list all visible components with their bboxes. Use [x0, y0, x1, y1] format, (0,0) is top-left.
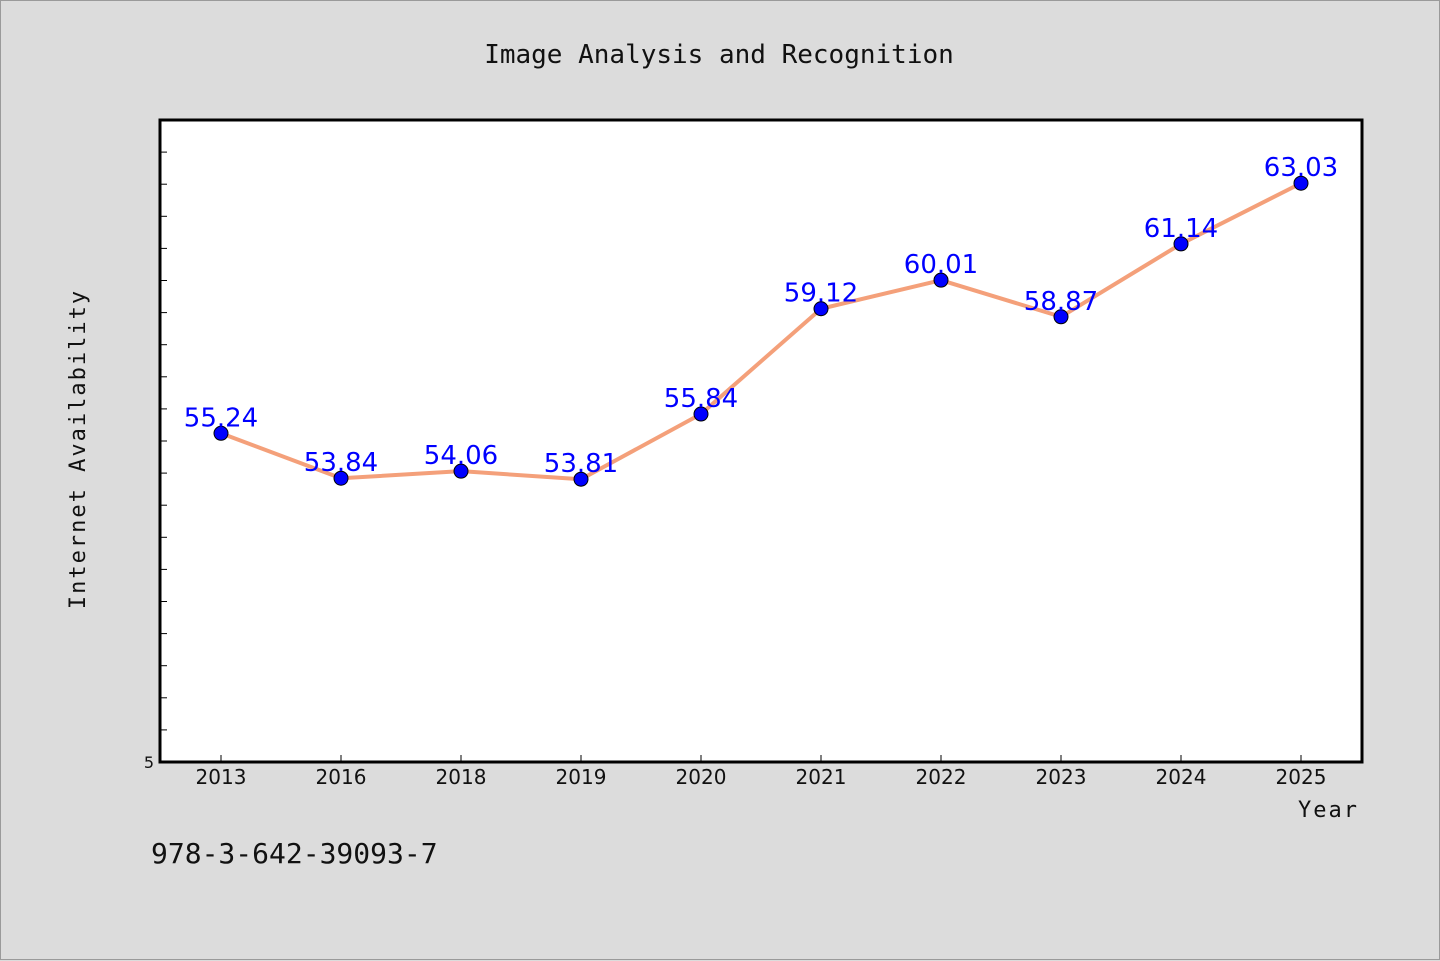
data-label-2013: 55.24: [184, 403, 258, 433]
x-tick-label-2016: 2016: [316, 765, 367, 789]
data-label-2025: 63.03: [1264, 153, 1338, 183]
chart-title: Image Analysis and Recognition: [484, 40, 954, 70]
data-label-2023: 58.87: [1024, 287, 1098, 317]
data-point-2013: [213, 425, 229, 441]
series-line: [220, 181, 1302, 482]
data-label-2020: 55.84: [664, 384, 738, 414]
y-tick-label: 5: [144, 753, 154, 772]
x-axis-ticks: 2013 2016 2018 2019 2020 2021 2022 2023 2024 2025: [196, 755, 1327, 789]
data-label-2016: 53.84: [304, 448, 378, 478]
x-tick-label-2020: 2020: [676, 765, 727, 789]
x-tick-label-2023: 2023: [1036, 765, 1087, 789]
data-point-2025: [1293, 175, 1309, 191]
x-tick-label-2018: 2018: [436, 765, 487, 789]
y-axis-label: Internet Availability: [66, 289, 91, 609]
data-point-2016: [333, 470, 349, 486]
x-tick-label-2013: 2013: [196, 765, 247, 789]
data-label-2019: 53.81: [544, 449, 618, 479]
data-point-2022: [933, 272, 949, 288]
isbn-footer: 978-3-642-39093-7: [151, 837, 438, 870]
x-tick-label-2025: 2025: [1276, 765, 1327, 789]
data-point-2019: [573, 471, 589, 487]
series-group: 55.24 53.84 54.06 53.81 55.84 59.12 60.01 58.87…: [184, 153, 1338, 487]
x-tick-label-2021: 2021: [796, 765, 847, 789]
y-axis-ticks: 5: [144, 151, 167, 772]
x-tick-label-2024: 2024: [1156, 765, 1207, 789]
data-label-2022: 60.01: [904, 250, 978, 280]
plot-area: [158, 118, 1364, 764]
data-label-2024: 61.14: [1144, 214, 1218, 244]
x-axis-label: Year: [1298, 798, 1359, 823]
data-point-2020: [693, 406, 709, 422]
data-label-2018: 54.06: [424, 441, 498, 471]
data-label-2021: 59.12: [784, 279, 858, 309]
data-point-2023: [1053, 309, 1069, 325]
data-point-2024: [1173, 236, 1189, 252]
data-point-2021: [813, 301, 829, 317]
x-tick-label-2019: 2019: [556, 765, 607, 789]
x-tick-label-2022: 2022: [916, 765, 967, 789]
data-point-2018: [453, 463, 469, 479]
